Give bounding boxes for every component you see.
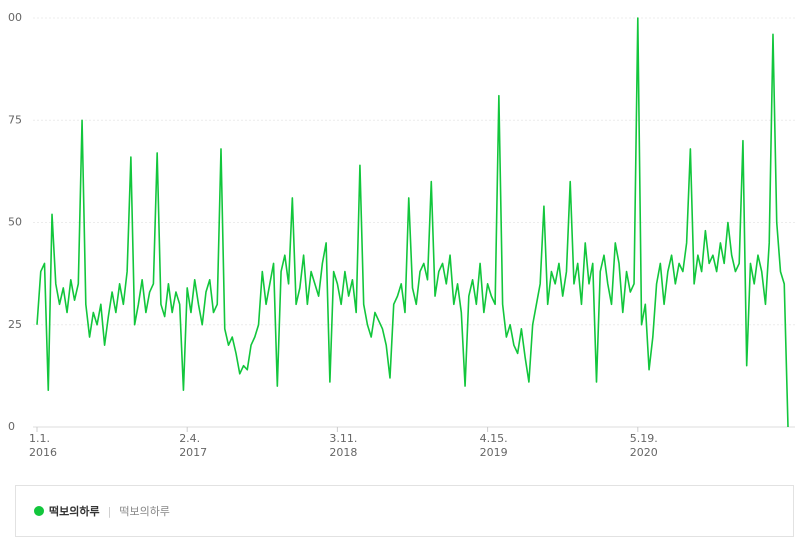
- y-tick-label: 00: [8, 11, 22, 24]
- x-tick-label: 2.4.: [179, 432, 200, 445]
- x-tick-label: 5.19.: [630, 432, 658, 445]
- x-tick-label: 3.11.: [329, 432, 357, 445]
- legend-marker: [34, 506, 44, 516]
- x-tick-year: 2016: [29, 446, 57, 459]
- x-tick-year: 2018: [329, 446, 357, 459]
- x-tick-label: 4.15.: [480, 432, 508, 445]
- x-tick-year: 2020: [630, 446, 658, 459]
- data-line: [36, 17, 789, 428]
- y-tick-label: 50: [8, 216, 22, 229]
- x-tick-year: 2019: [480, 446, 508, 459]
- legend-label: 떡보의하루: [119, 505, 170, 518]
- separator: |: [107, 504, 112, 518]
- legend: 떡보의하루 | 떡보의하루: [15, 485, 794, 537]
- y-tick-label: 0: [8, 420, 15, 433]
- x-tick-label: 1.1.: [29, 432, 50, 445]
- y-tick-label: 75: [8, 113, 22, 126]
- x-tick-year: 2017: [179, 446, 207, 459]
- chart: 0255075001.1.20162.4.20173.11.20184.15.2…: [8, 11, 795, 459]
- legend-name[interactable]: 떡보의하루: [49, 505, 100, 518]
- y-tick-label: 25: [8, 318, 22, 331]
